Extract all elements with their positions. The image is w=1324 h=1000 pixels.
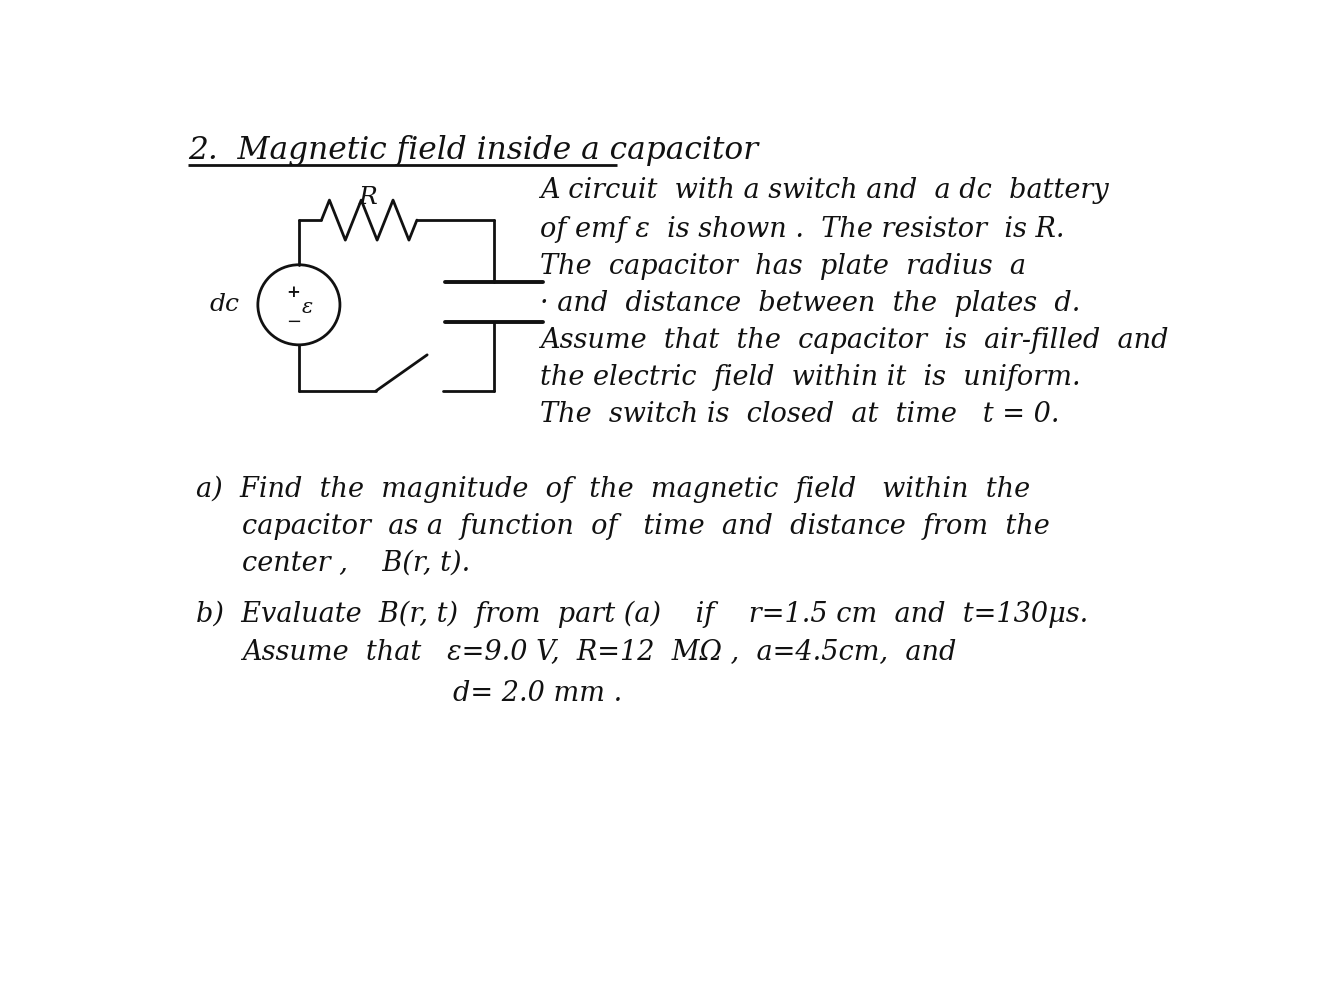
Text: capacitor  as a  function  of   time  and  distance  from  the: capacitor as a function of time and dist…: [242, 513, 1050, 540]
Text: d= 2.0 mm .: d= 2.0 mm .: [453, 680, 622, 707]
Text: dc: dc: [211, 293, 240, 316]
Text: +: +: [286, 284, 299, 301]
Text: A circuit  with a switch and  a dc  battery: A circuit with a switch and a dc battery: [540, 177, 1108, 204]
Text: · and  distance  between  the  plates  d.: · and distance between the plates d.: [540, 290, 1080, 317]
Text: center ,    B(r, t).: center , B(r, t).: [242, 550, 471, 577]
Text: The  switch is  closed  at  time   t = 0.: The switch is closed at time t = 0.: [540, 401, 1059, 428]
Text: of emf ε  is shown .  The resistor  is R.: of emf ε is shown . The resistor is R.: [540, 216, 1064, 243]
Text: Assume  that  the  capacitor  is  air-filled  and: Assume that the capacitor is air-filled …: [540, 327, 1169, 354]
Text: The  capacitor  has  plate  radius  a: The capacitor has plate radius a: [540, 253, 1026, 280]
Text: ε: ε: [302, 298, 312, 317]
Text: a)  Find  the  magnitude  of  the  magnetic  field   within  the: a) Find the magnitude of the magnetic fi…: [196, 476, 1030, 503]
Text: −: −: [286, 313, 302, 331]
Text: b)  Evaluate  B(r, t)  from  part (a)    if    r=1.5 cm  and  t=130μs.: b) Evaluate B(r, t) from part (a) if r=1…: [196, 601, 1088, 628]
Text: R: R: [359, 186, 377, 209]
Text: the electric  field  within it  is  uniform.: the electric field within it is uniform.: [540, 364, 1080, 391]
Text: Assume  that   ε=9.0 V,  R=12  MΩ ,  a=4.5cm,  and: Assume that ε=9.0 V, R=12 MΩ , a=4.5cm, …: [242, 638, 957, 665]
Text: 2.  Magnetic field inside a capacitor: 2. Magnetic field inside a capacitor: [188, 135, 759, 166]
